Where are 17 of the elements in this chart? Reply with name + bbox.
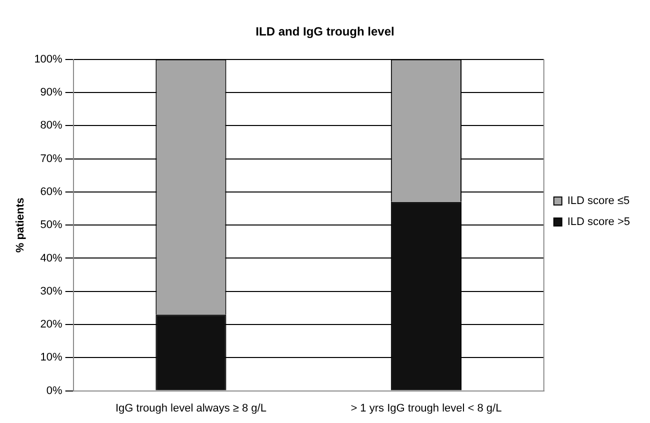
y-tick-label: 10% — [40, 352, 63, 364]
y-tick-label: 20% — [40, 318, 63, 331]
legend-label: ILD score >5 — [567, 216, 630, 228]
y-tick-label: 30% — [40, 285, 63, 298]
x-tick-label: > 1 yrs IgG trough level < 8 g/L — [350, 402, 502, 414]
y-tick-label: 40% — [40, 252, 63, 264]
y-tick-label: 0% — [46, 384, 63, 397]
y-tick-label: 50% — [40, 219, 63, 232]
legend-label: ILD score ≤5 — [567, 195, 630, 208]
chart-title: ILD and IgG trough level — [256, 24, 394, 39]
y-tick-label: 70% — [40, 152, 63, 165]
y-axis-title: % patients — [14, 198, 27, 253]
y-tick-label: 60% — [40, 186, 63, 198]
y-tick-label: 80% — [40, 120, 63, 132]
x-tick-label: IgG trough level always ≥ 8 g/L — [115, 402, 266, 414]
y-tick-label: 100% — [34, 53, 63, 66]
y-tick-label: 90% — [40, 86, 63, 99]
